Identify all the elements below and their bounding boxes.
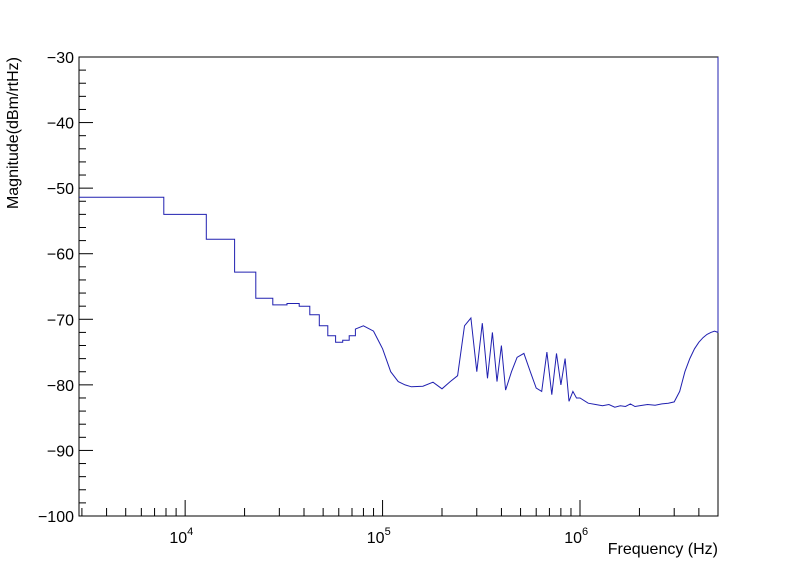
x-tick-exponent: 5 — [385, 526, 391, 538]
x-tick-base: 10 — [367, 530, 385, 547]
x-tick-label: 10 6 — [564, 526, 588, 547]
x-axis: 10 4 10 5 10 6 — [81, 500, 719, 547]
y-tick-label: −90 — [47, 443, 74, 460]
y-tick-label: −70 — [47, 312, 74, 329]
series-layer — [79, 57, 719, 408]
y-tick-label: −100 — [38, 509, 74, 526]
y-tick-label: −30 — [47, 50, 74, 67]
y-tick-label: −50 — [47, 181, 74, 198]
plot-frame — [78, 56, 719, 517]
x-tick-base: 10 — [564, 530, 582, 547]
y-axis-title: Magnitude(dBm/rtHz) — [5, 57, 22, 209]
x-tick-label: 10 4 — [169, 526, 193, 547]
series-line-0 — [79, 57, 719, 408]
x-tick-exponent: 6 — [582, 526, 588, 538]
y-tick-label: −80 — [47, 378, 74, 395]
y-tick-label: −40 — [47, 116, 74, 133]
y-axis: −30 −40 −50 −60 −70 −80 −90 −100 — [38, 50, 93, 526]
x-axis-title: Frequency (Hz) — [608, 541, 718, 558]
y-tick-label: −60 — [47, 247, 74, 264]
x-tick-label: 10 5 — [367, 526, 391, 547]
x-tick-base: 10 — [169, 530, 187, 547]
x-tick-exponent: 4 — [187, 526, 193, 538]
